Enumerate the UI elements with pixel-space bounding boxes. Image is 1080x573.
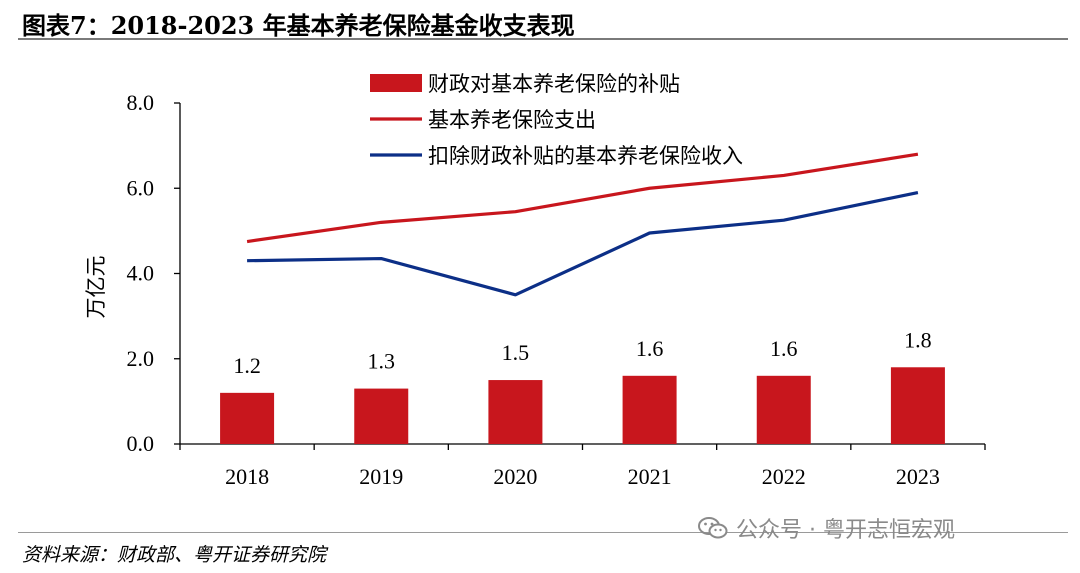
bar-data-labels: 1.2 1.3 1.5 1.6 1.6 1.8 <box>233 327 931 378</box>
bar-label-2022: 1.6 <box>770 336 798 361</box>
x-tick-label-2021: 2021 <box>628 464 672 489</box>
bar-2023 <box>890 367 945 444</box>
axes: 0.0 2.0 4.0 6.0 8.0 2018 2019 2020 2021 2022 2023 <box>127 90 986 489</box>
bar-label-2020: 1.5 <box>502 340 530 365</box>
bar-2018 <box>220 392 275 444</box>
y-tick-label-3: 6.0 <box>127 175 155 200</box>
line-series <box>246 152 919 297</box>
figure-title: 图表7：2018-2023 年基本养老保险基金收支表现 <box>22 11 575 40</box>
bar-2019 <box>354 388 409 444</box>
line-income-excluding-subsidy <box>247 190 919 297</box>
bar-2022 <box>756 375 811 444</box>
title-divider <box>18 38 1068 40</box>
y-tick-label-4: 8.0 <box>127 90 155 115</box>
bar-2020 <box>488 380 543 444</box>
x-tick-label-2019: 2019 <box>359 464 403 489</box>
bar-label-2021: 1.6 <box>636 336 664 361</box>
bar-label-2018: 1.2 <box>233 353 261 378</box>
legend-label-2: 扣除财政补贴的基本养老保险收入 <box>428 144 743 168</box>
x-tick-label-2023: 2023 <box>896 464 940 489</box>
bar-series <box>220 367 945 444</box>
x-tick-label-2020: 2020 <box>493 464 537 489</box>
legend-swatch-0 <box>370 74 422 92</box>
x-tick-label-2018: 2018 <box>225 464 269 489</box>
bar-label-2023: 1.8 <box>904 327 932 352</box>
source-note: 资料来源：财政部、粤开证券研究院 <box>22 544 327 566</box>
bar-2021 <box>622 375 677 444</box>
footer-divider <box>18 532 1068 533</box>
line-pension-expenditure <box>246 152 919 244</box>
legend-label-0: 财政对基本养老保险的补贴 <box>428 72 680 96</box>
y-tick-label-1: 2.0 <box>127 346 155 371</box>
watermark-text: 公众号 · 粤开志恒宏观 <box>736 518 955 543</box>
y-tick-label-2: 4.0 <box>127 261 155 286</box>
legend-label-1: 基本养老保险支出 <box>428 108 596 132</box>
x-tick-label-2022: 2022 <box>762 464 806 489</box>
bar-label-2019: 1.3 <box>368 349 396 374</box>
watermark: 公众号 · 粤开志恒宏观 <box>698 512 955 544</box>
y-axis-label: 万亿元 <box>84 256 108 319</box>
y-tick-label-0: 0.0 <box>127 431 155 456</box>
wechat-icon <box>698 517 728 539</box>
